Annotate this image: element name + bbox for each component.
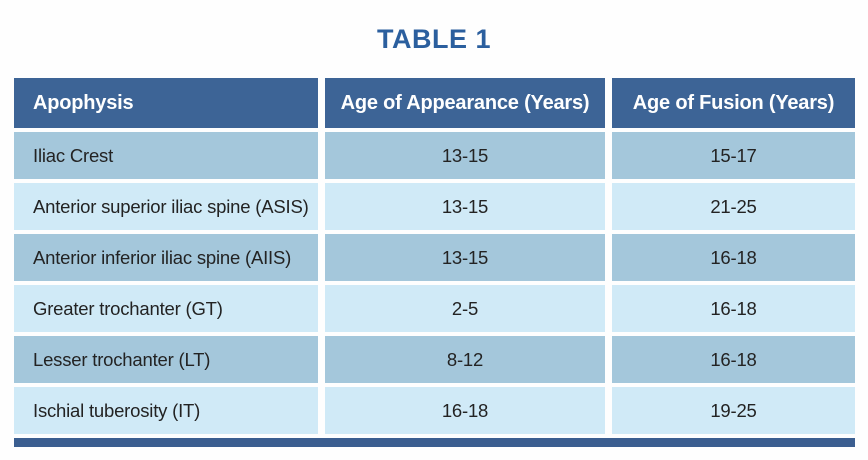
table-bottom-bar bbox=[14, 438, 855, 447]
cell-age-of-appearance: 13-15 bbox=[325, 234, 605, 281]
cell-age-of-appearance: 8-12 bbox=[325, 336, 605, 383]
header-cell-age-of-appearance: Age of Appearance (Years) bbox=[325, 78, 605, 128]
cell-apophysis: Iliac Crest bbox=[14, 132, 318, 179]
cell-apophysis: Ischial tuberosity (IT) bbox=[14, 387, 318, 434]
table-title: TABLE 1 bbox=[376, 24, 491, 54]
cell-apophysis: Anterior inferior iliac spine (AIIS) bbox=[14, 234, 318, 281]
cell-apophysis: Lesser trochanter (LT) bbox=[14, 336, 318, 383]
cell-apophysis: Greater trochanter (GT) bbox=[14, 285, 318, 332]
cell-age-of-fusion: 21-25 bbox=[612, 183, 855, 230]
cell-apophysis: Anterior superior iliac spine (ASIS) bbox=[14, 183, 318, 230]
header-cell-age-of-fusion: Age of Fusion (Years) bbox=[612, 78, 855, 128]
cell-age-of-appearance: 13-15 bbox=[325, 183, 605, 230]
cell-age-of-appearance: 13-15 bbox=[325, 132, 605, 179]
cell-age-of-fusion: 15-17 bbox=[612, 132, 855, 179]
header-cell-apophysis: Apophysis bbox=[14, 78, 318, 128]
cell-age-of-fusion: 16-18 bbox=[612, 336, 855, 383]
cell-age-of-fusion: 16-18 bbox=[612, 285, 855, 332]
apophysis-table: Apophysis Age of Appearance (Years) Age … bbox=[14, 78, 855, 447]
cell-age-of-fusion: 19-25 bbox=[612, 387, 855, 434]
cell-age-of-appearance: 16-18 bbox=[325, 387, 605, 434]
cell-age-of-appearance: 2-5 bbox=[325, 285, 605, 332]
cell-age-of-fusion: 16-18 bbox=[612, 234, 855, 281]
